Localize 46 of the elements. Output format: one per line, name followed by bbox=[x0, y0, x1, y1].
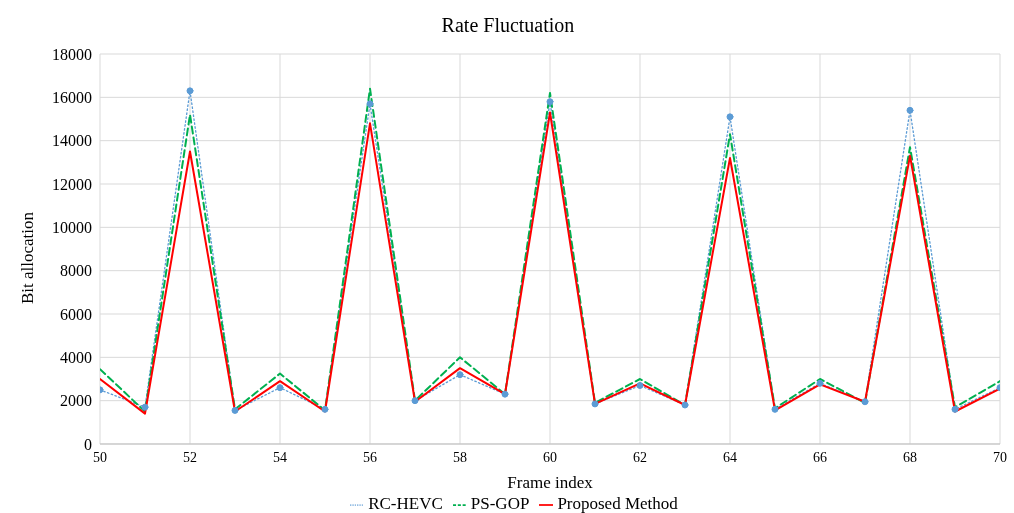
point bbox=[186, 87, 194, 95]
x-tick-label: 54 bbox=[273, 449, 287, 465]
point bbox=[906, 106, 914, 114]
point bbox=[501, 390, 509, 398]
y-tick-label: 10000 bbox=[52, 219, 92, 237]
x-tick-label: 58 bbox=[453, 449, 467, 465]
point bbox=[591, 400, 599, 408]
y-tick-label: 16000 bbox=[52, 89, 92, 107]
y-tick-label: 8000 bbox=[60, 262, 92, 280]
point bbox=[456, 371, 464, 379]
chart-title: Rate Fluctuation bbox=[440, 13, 576, 38]
y-tick-label: 14000 bbox=[52, 132, 92, 150]
x-tick-label: 68 bbox=[903, 449, 917, 465]
x-tick-label: 56 bbox=[363, 449, 377, 465]
point bbox=[141, 403, 149, 411]
point bbox=[771, 405, 779, 413]
y-tick-label: 12000 bbox=[52, 175, 92, 193]
point bbox=[951, 405, 959, 413]
x-tick-label: 70 bbox=[993, 449, 1007, 465]
point bbox=[231, 406, 239, 414]
y-tick-label: 6000 bbox=[60, 305, 92, 323]
point bbox=[861, 398, 869, 406]
x-tick-label: 50 bbox=[93, 449, 107, 465]
y-axis-title: Bit allocation bbox=[18, 211, 38, 305]
point bbox=[366, 100, 374, 108]
point bbox=[726, 113, 734, 121]
y-tick-label: 18000 bbox=[52, 45, 92, 63]
x-tick-label: 62 bbox=[633, 449, 647, 465]
point bbox=[411, 397, 419, 405]
x-tick-label: 66 bbox=[813, 449, 827, 465]
x-axis-title: Frame index bbox=[507, 473, 594, 492]
legend-label: Proposed Method bbox=[557, 494, 678, 513]
point bbox=[276, 384, 284, 392]
legend-label: PS-GOP bbox=[470, 494, 530, 513]
point bbox=[816, 379, 824, 387]
point bbox=[636, 382, 644, 389]
x-tick-label: 60 bbox=[543, 449, 557, 465]
y-tick-label: 2000 bbox=[60, 392, 92, 410]
y-tick-label: 4000 bbox=[60, 349, 92, 367]
point bbox=[681, 401, 689, 409]
legend-label: RC-HEVC bbox=[368, 494, 443, 513]
x-tick-label: 52 bbox=[183, 449, 197, 465]
point bbox=[546, 98, 554, 106]
x-tick-label: 64 bbox=[723, 449, 737, 465]
y-tick-label: 0 bbox=[84, 435, 92, 453]
point bbox=[321, 405, 329, 413]
